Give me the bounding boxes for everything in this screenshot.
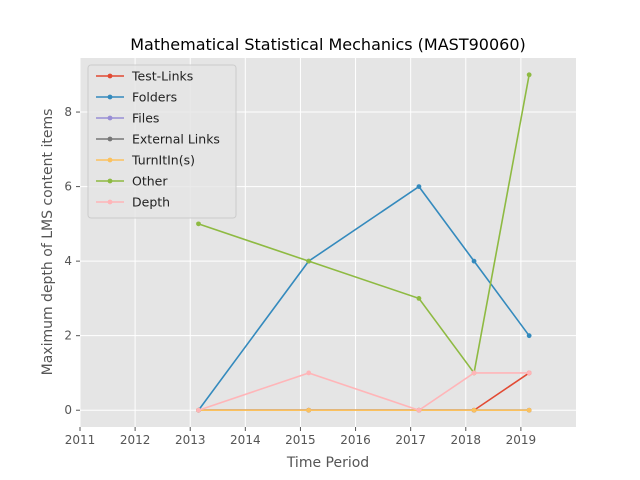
x-tick-label: 2016	[340, 433, 371, 447]
data-point-other	[526, 72, 532, 78]
data-point-depth	[416, 407, 422, 413]
y-axis-label: Maximum depth of LMS content items	[40, 109, 56, 376]
legend-label: Test-Links	[131, 69, 193, 84]
y-tick-label: 2	[64, 329, 72, 343]
y-tick-label: 6	[64, 180, 72, 194]
data-point-depth	[306, 370, 312, 376]
data-point-folders	[526, 333, 532, 339]
legend-marker	[107, 115, 113, 121]
x-axis-label: Time Period	[286, 455, 369, 471]
x-tick-label: 2013	[175, 433, 206, 447]
legend-marker	[107, 73, 113, 79]
legend-item-other: Other	[96, 174, 168, 189]
legend-item-files: Files	[96, 111, 159, 126]
x-tick-label: 2018	[451, 433, 482, 447]
legend-label: External Links	[132, 132, 220, 147]
legend-marker	[107, 157, 113, 163]
legend-item-external-links: External Links	[96, 132, 220, 147]
legend-label: Depth	[132, 195, 170, 210]
y-tick-label: 8	[64, 105, 72, 119]
legend-label: Other	[132, 174, 168, 189]
legend-item-depth: Depth	[96, 195, 170, 210]
legend: Test-Links Folders Files External Links Turn…	[87, 64, 237, 219]
data-point-turnitin-s	[306, 407, 312, 413]
legend-marker	[107, 136, 113, 142]
data-point-other	[306, 258, 312, 264]
legend-item-turnitin-s: TurnItIn(s)	[96, 153, 195, 168]
x-tick-label: 2011	[65, 433, 96, 447]
x-tick-label: 2015	[285, 433, 316, 447]
x-tick-label: 2019	[506, 433, 537, 447]
legend-label: TurnItIn(s)	[131, 153, 195, 168]
legend-item-test-links: Test-Links	[96, 69, 193, 84]
series-layer	[196, 72, 532, 413]
legend-marker	[107, 178, 113, 184]
series-depth	[196, 370, 532, 413]
legend-label: Files	[132, 111, 159, 126]
x-tick-label: 2017	[395, 433, 426, 447]
legend-marker	[107, 199, 113, 205]
series-other	[196, 72, 532, 376]
legend-label: Folders	[132, 90, 177, 105]
legend-marker	[107, 94, 113, 100]
data-point-folders	[416, 184, 422, 189]
data-point-depth	[526, 370, 532, 376]
chart-title: Mathematical Statistical Mechanics (MAST…	[130, 35, 526, 54]
data-point-depth	[471, 370, 477, 376]
data-point-other	[416, 296, 422, 301]
data-point-turnitin-s	[526, 407, 532, 413]
legend-item-folders: Folders	[96, 90, 177, 105]
x-tick-label: 2012	[120, 433, 151, 447]
x-tick-label: 2014	[230, 433, 261, 447]
data-point-folders	[471, 258, 477, 264]
data-point-other	[196, 221, 201, 227]
data-point-turnitin-s	[471, 407, 477, 413]
y-tick-label: 4	[64, 254, 72, 268]
y-tick-label: 0	[64, 403, 72, 417]
ticks: 2011 2012 2013 2014 2015 2016 2017 2018 2019 0 2 4 6…	[64, 105, 536, 447]
data-point-depth	[196, 407, 201, 413]
legend-box	[87, 64, 237, 219]
